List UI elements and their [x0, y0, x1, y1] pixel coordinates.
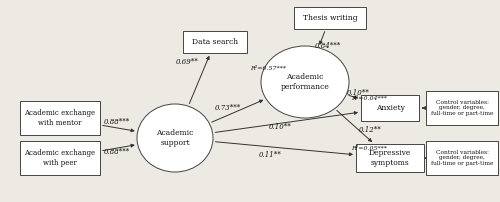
Text: Control variables:
gender, degree,
full-time or part-time: Control variables: gender, degree, full-… [431, 150, 493, 166]
Text: R²=0.57***: R²=0.57*** [250, 65, 286, 70]
Text: Data search: Data search [192, 38, 238, 46]
FancyBboxPatch shape [356, 144, 424, 172]
Text: 0.10**: 0.10** [268, 123, 291, 131]
Ellipse shape [137, 104, 213, 172]
Text: R²=0.05***: R²=0.05*** [351, 145, 387, 150]
Text: 0.88***: 0.88*** [104, 148, 130, 156]
FancyBboxPatch shape [361, 95, 419, 121]
Text: 0.11**: 0.11** [258, 151, 281, 159]
Text: Academic
performance: Academic performance [280, 73, 330, 91]
Text: Control variables:
gender, degree,
full-time or part-time: Control variables: gender, degree, full-… [431, 100, 493, 116]
Text: Depressive
symptoms: Depressive symptoms [369, 149, 411, 167]
Text: Academic
support: Academic support [156, 129, 194, 147]
FancyBboxPatch shape [20, 101, 100, 135]
Text: Anxiety: Anxiety [376, 104, 404, 112]
Text: 0.10**: 0.10** [346, 89, 370, 97]
Text: 0.73***: 0.73*** [215, 104, 241, 112]
Text: 0.88***: 0.88*** [104, 118, 130, 126]
FancyBboxPatch shape [183, 31, 247, 53]
Text: 0.69**: 0.69** [176, 58, 199, 66]
Text: Academic exchange
with peer: Academic exchange with peer [24, 149, 96, 167]
Text: Thesis writing: Thesis writing [302, 14, 358, 22]
Ellipse shape [261, 46, 349, 118]
FancyBboxPatch shape [20, 141, 100, 175]
FancyBboxPatch shape [426, 141, 498, 175]
Text: 0.84***: 0.84*** [315, 42, 341, 50]
FancyBboxPatch shape [294, 7, 366, 29]
FancyBboxPatch shape [426, 91, 498, 125]
Text: R²=0.04***: R²=0.04*** [351, 96, 387, 101]
Text: 0.12**: 0.12** [358, 126, 382, 134]
Text: Academic exchange
with mentor: Academic exchange with mentor [24, 109, 96, 127]
